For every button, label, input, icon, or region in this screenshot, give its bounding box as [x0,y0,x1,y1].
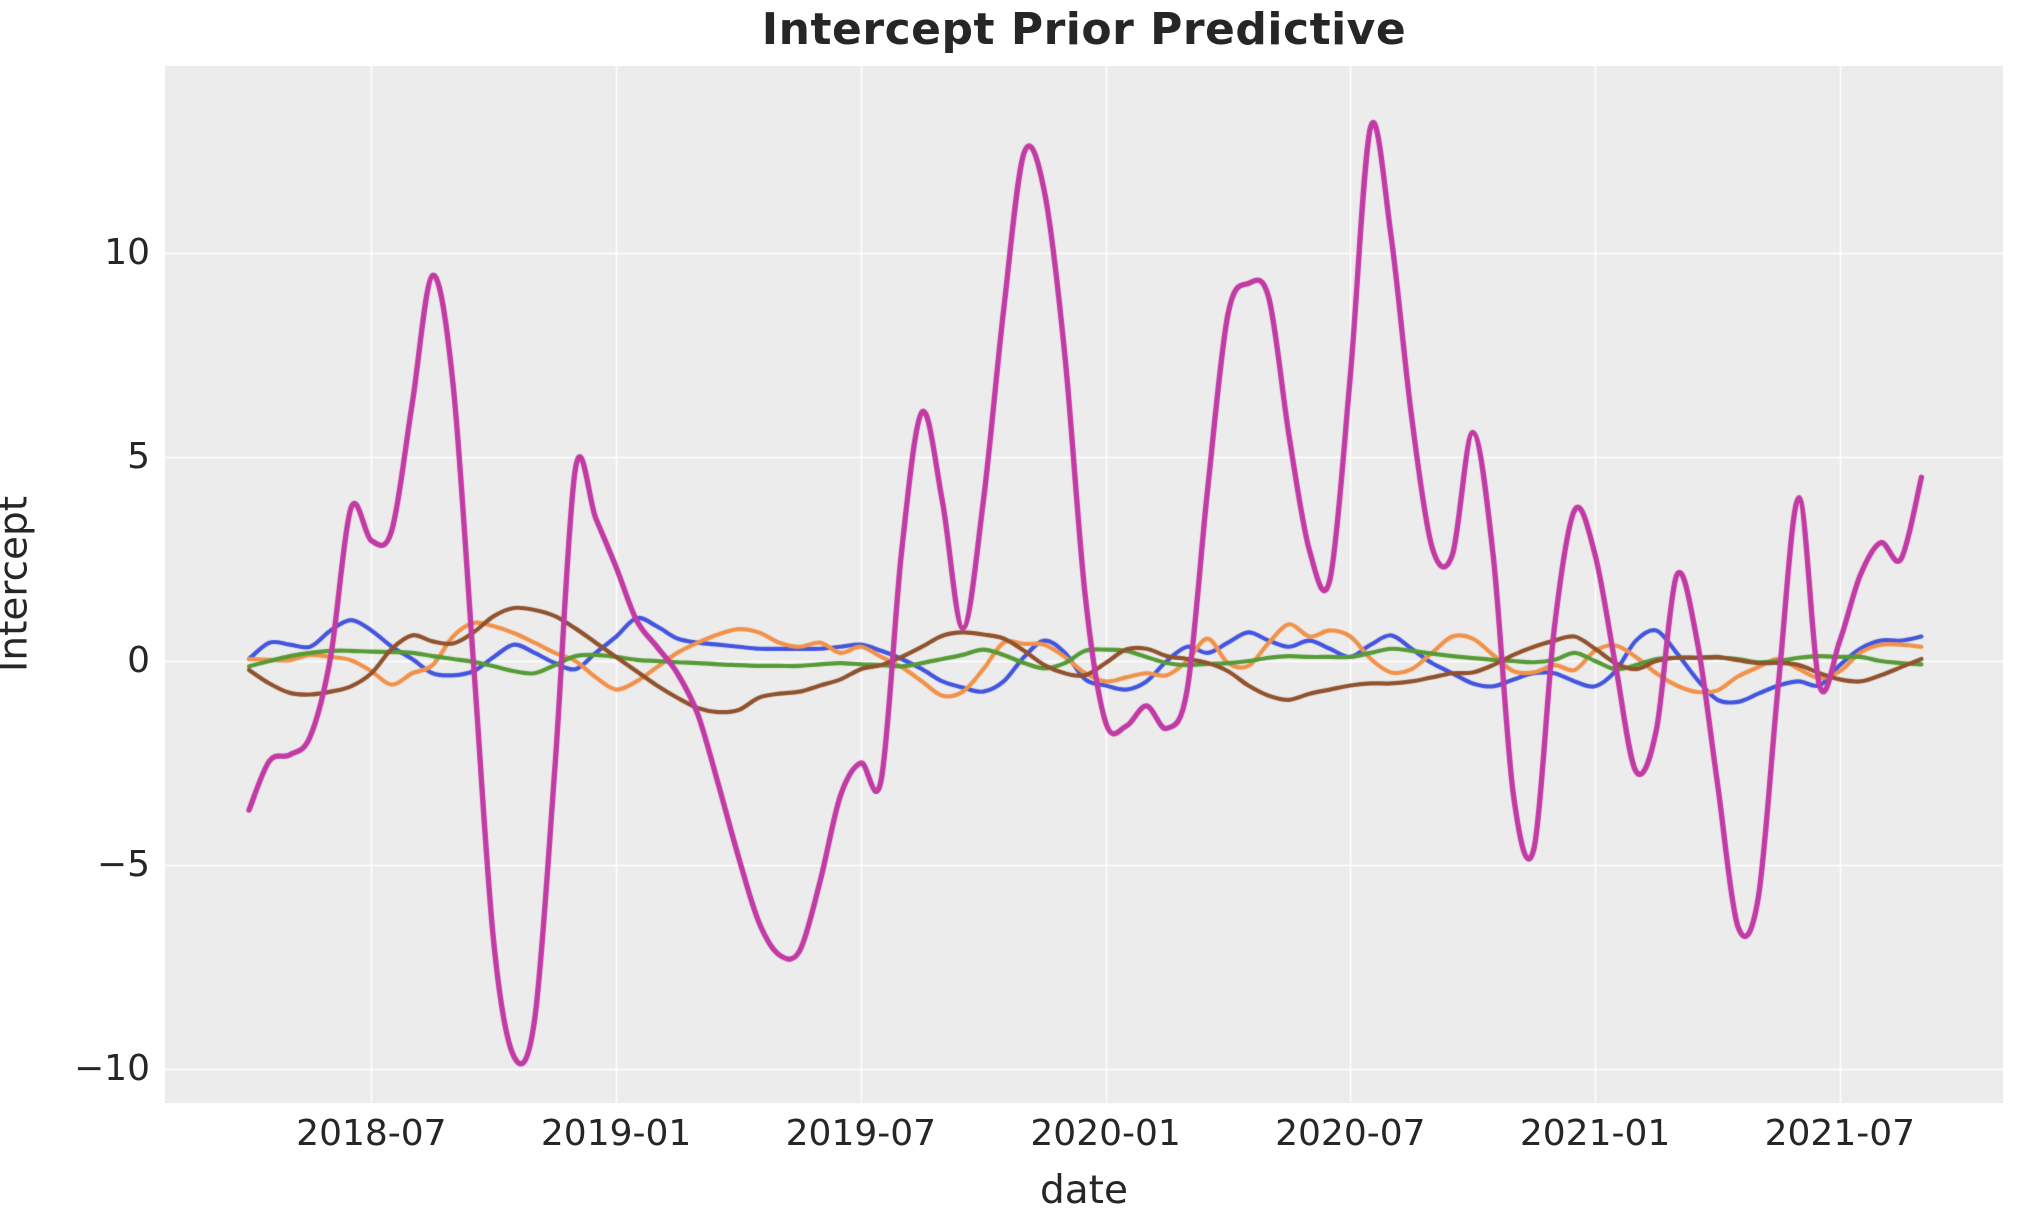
y-tick-label: −5 [96,844,150,886]
x-tick-label: 2020-01 [1030,1113,1181,1154]
x-tick-label: 2018-07 [296,1113,447,1154]
chart-title: Intercept Prior Predictive [761,4,1407,55]
y-tick-label: −10 [74,1048,150,1090]
y-axis-label-text: Intercept [0,495,37,673]
x-tick-label: 2021-01 [1519,1113,1671,1154]
x-tick-label: 2021-07 [1764,1113,1916,1154]
y-tick-label: 5 [127,435,150,477]
y-tick-label: 10 [104,231,150,273]
chart-canvas [165,66,2003,1103]
x-tick-label: 2020-07 [1275,1113,1426,1154]
plot-area [165,66,2003,1103]
x-tick-label: 2019-07 [785,1113,937,1154]
x-tick-label: 2019-01 [540,1113,692,1154]
x-axis-label: date [1040,1168,1128,1213]
y-tick-label: 0 [127,640,150,682]
